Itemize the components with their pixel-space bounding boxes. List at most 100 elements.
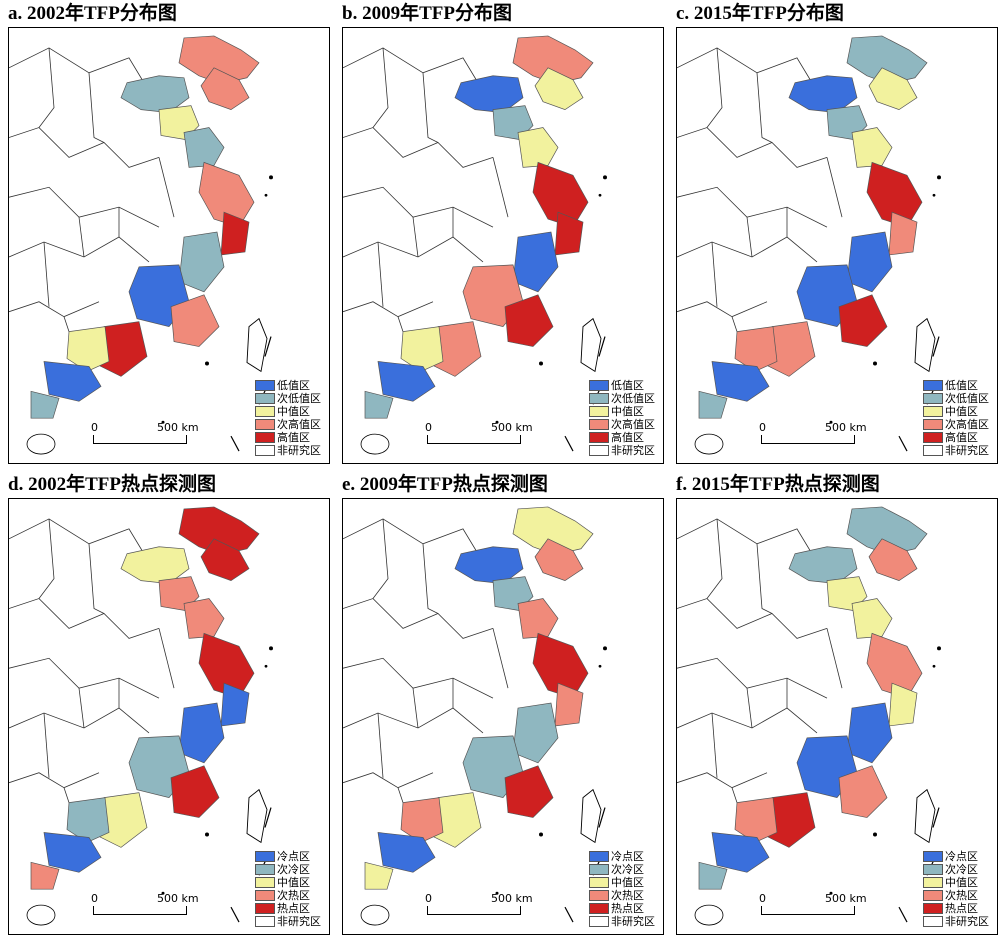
province-boundary [746,217,753,257]
legend-item: 非研究区 [589,915,657,928]
legend-item: 冷点区 [589,850,657,863]
province-boundary [397,316,404,332]
boundary-dash [898,435,908,452]
legend-swatch [923,864,943,875]
legend-swatch [923,393,943,404]
scale-label-zero: 0 [425,421,432,434]
legend-item: 次高值区 [255,418,323,431]
legend-label: 冷点区 [945,850,978,863]
legend-item: 热点区 [255,902,323,915]
city-region [888,211,918,256]
city-region [30,390,60,419]
province-boundary [9,598,160,639]
legend-swatch [923,851,943,862]
legend-swatch [255,445,275,456]
boundary-dash [230,435,240,452]
legend-label: 热点区 [611,902,644,915]
province-boundary [43,241,50,307]
map-frame: 0 500 km 冷点区 次冷区 中值区 次热区 热点区 非研究区 [676,498,998,935]
city-region [846,231,893,293]
scale-bar [761,435,855,444]
legend-label: 次高值区 [611,418,655,431]
legend-label: 中值区 [945,405,978,418]
legend-swatch [923,380,943,391]
panel-2009-distribution: b. 2009年TFP分布图 0 500 km 低值区 次低值区 中值区 次高值区 高值区 非研… [342,2,672,470]
province-boundary [9,127,160,168]
city-region [846,35,928,85]
city-region [512,506,594,556]
city-region [734,326,778,372]
province-boundary [9,657,160,699]
legend-swatch [255,419,275,430]
legend-label: 次热区 [945,889,978,902]
legend-label: 低值区 [611,379,644,392]
province-boundary [343,657,494,699]
city-region [170,294,220,347]
legend-item: 冷点区 [255,850,323,863]
island-dot [539,361,543,366]
legend-label: 热点区 [945,902,978,915]
legend: 冷点区 次冷区 中值区 次热区 热点区 非研究区 [923,850,991,928]
island-dot [495,420,499,424]
city-region [838,765,888,818]
province-boundary [9,236,150,263]
province-boundary [343,772,434,789]
province-boundary [343,301,434,318]
legend-label: 次高值区 [277,418,321,431]
province-boundary [9,772,100,789]
scale-label-max: 500 km [157,421,199,434]
taiwan-island [580,788,602,844]
province-boundary [38,47,55,128]
scale-label-zero: 0 [425,892,432,905]
scale-label-zero: 0 [91,421,98,434]
province-boundary [706,47,723,128]
province-boundary [677,518,813,554]
hainan-island [360,433,390,455]
legend: 冷点区 次冷区 中值区 次热区 热点区 非研究区 [589,850,657,928]
legend-label: 非研究区 [611,444,655,457]
scale-label-max: 500 km [157,892,199,905]
city-region [517,127,559,168]
province-boundary [88,72,105,143]
legend-swatch [589,445,609,456]
province-boundary [9,301,100,318]
city-region [788,75,858,113]
legend-item: 次低值区 [255,392,323,405]
legend-item: 非研究区 [589,444,657,457]
taiwan-island [914,788,936,844]
island-dot [205,361,209,366]
city-region [554,211,584,256]
city-region [868,538,918,582]
province-boundary [377,241,384,307]
city-region [504,765,554,818]
province-boundary [38,518,55,599]
province-boundary [756,543,773,614]
province-boundary [826,157,843,218]
legend-label: 次低值区 [945,392,989,405]
city-region [43,832,102,873]
legend-item: 冷点区 [923,850,991,863]
legend-swatch [589,916,609,927]
scale-bar [427,906,521,915]
province-boundary [343,186,494,228]
city-region [512,702,559,764]
legend-item: 中值区 [923,876,991,889]
map-frame: 0 500 km 低值区 次低值区 中值区 次高值区 高值区 非研究区 [8,27,330,464]
province-boundary [412,688,419,728]
province-boundary [343,127,494,168]
island-dot [598,193,602,197]
city-region [200,538,250,582]
city-region [364,390,394,419]
island-dot [264,664,268,668]
province-boundary [158,157,175,218]
city-region [734,797,778,843]
city-region [43,361,102,402]
city-region [120,546,190,584]
province-boundary [9,518,145,554]
map-frame: 0 500 km 低值区 次低值区 中值区 次高值区 高值区 非研究区 [342,27,664,464]
scale-label-max: 500 km [491,892,533,905]
legend-label: 高值区 [611,431,644,444]
legend-label: 中值区 [945,876,978,889]
province-boundary [158,628,175,689]
legend-swatch [589,903,609,914]
